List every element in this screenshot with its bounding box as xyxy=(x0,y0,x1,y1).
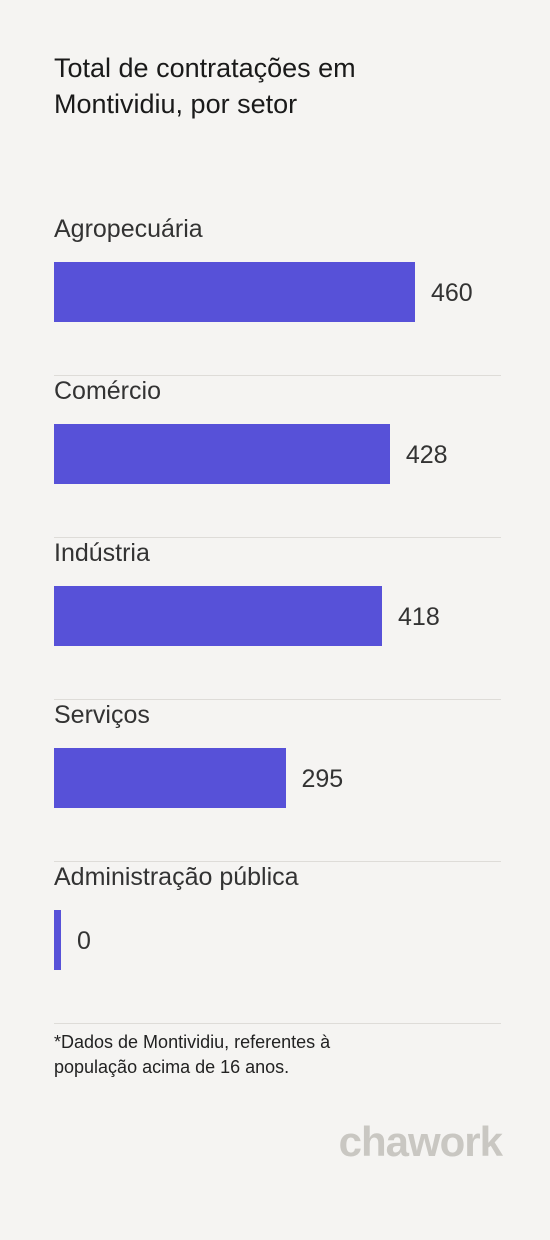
category-label: Comércio xyxy=(54,377,161,405)
category-label: Serviços xyxy=(54,701,150,729)
category-label: Agropecuária xyxy=(54,215,203,243)
footnote: *Dados de Montividiu, referentes à popul… xyxy=(54,1032,331,1077)
value-label: 428 xyxy=(405,441,448,469)
logo: chawork xyxy=(338,1118,503,1165)
bar-row: Serviços 295 xyxy=(54,700,501,862)
value-label: 295 xyxy=(301,765,344,793)
bar-row: Agropecuária 460 xyxy=(54,214,501,376)
bar xyxy=(54,586,383,646)
bar-row: Comércio 428 xyxy=(54,376,501,538)
category-label: Indústria xyxy=(54,539,150,567)
value-label: 460 xyxy=(431,279,473,307)
category-label: Administração pública xyxy=(54,863,299,891)
bar xyxy=(54,262,415,322)
bar xyxy=(54,748,286,808)
value-label: 0 xyxy=(77,927,91,955)
bar xyxy=(54,910,61,970)
bar-row: Indústria 418 xyxy=(54,538,501,700)
value-label: 418 xyxy=(398,603,440,631)
bar-row: Administração pública 0 xyxy=(54,862,501,1024)
bar xyxy=(54,424,390,484)
chart-title: Total de contratações em Montividiu, por… xyxy=(54,53,356,119)
